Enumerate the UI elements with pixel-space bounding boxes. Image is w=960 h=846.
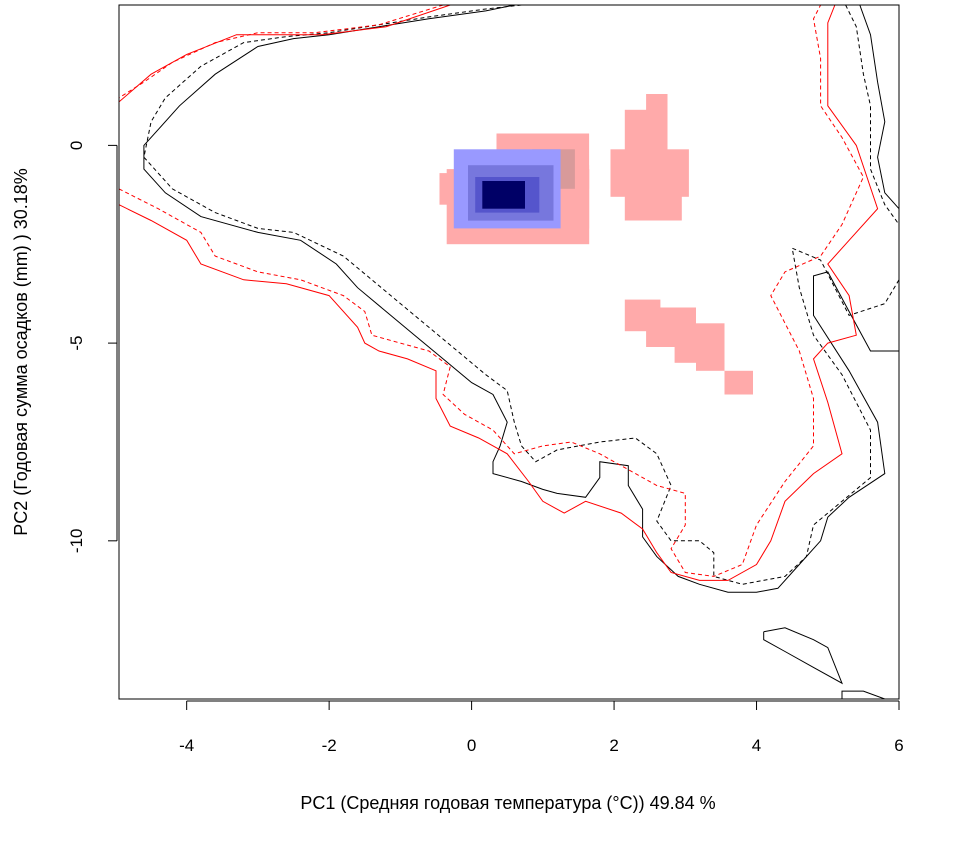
contour-red-dashed <box>119 5 864 577</box>
contour-black-solid <box>841 690 885 699</box>
x-axis-title: PC1 (Средняя годовая температура (°C)) 4… <box>300 793 715 813</box>
contour-red-solid <box>119 5 451 103</box>
x-tick-label: 0 <box>467 736 476 755</box>
density-cell-block-pink <box>724 370 753 395</box>
contour-black-dashed <box>143 5 899 585</box>
density-cell-block-pink <box>696 347 725 371</box>
plot-frame <box>118 4 900 700</box>
contour-red-solid <box>119 5 879 581</box>
y-tick-label: 0 <box>67 141 86 150</box>
density-cells <box>439 94 753 395</box>
x-tick-label: -2 <box>322 736 337 755</box>
x-tick-label: -4 <box>179 736 194 755</box>
contour-black-dashed <box>845 5 899 225</box>
y-axis: 0 -5 -10 <box>67 141 118 554</box>
density-cell-block-blue4 <box>482 181 525 209</box>
niche-contours <box>119 5 899 699</box>
x-tick-label: 6 <box>894 736 903 755</box>
density-cell-block-pink <box>646 94 668 126</box>
x-axis: -4 -2 0 2 4 6 <box>179 700 904 755</box>
contour-black-solid <box>859 5 899 210</box>
contour-black-solid <box>763 627 843 685</box>
y-tick-label: -10 <box>67 529 86 554</box>
x-tick-label: 2 <box>609 736 618 755</box>
y-axis-title: PC2 (Годовая сумма осадков (mm) ) 30.18% <box>11 168 31 536</box>
contour-black-solid <box>143 5 899 593</box>
y-tick-label: -5 <box>67 336 86 351</box>
contour-red-dashed <box>119 5 444 99</box>
x-tick-label: 4 <box>752 736 761 755</box>
density-cell-block-pink <box>624 181 682 221</box>
density-cell-block-pink <box>582 165 590 229</box>
